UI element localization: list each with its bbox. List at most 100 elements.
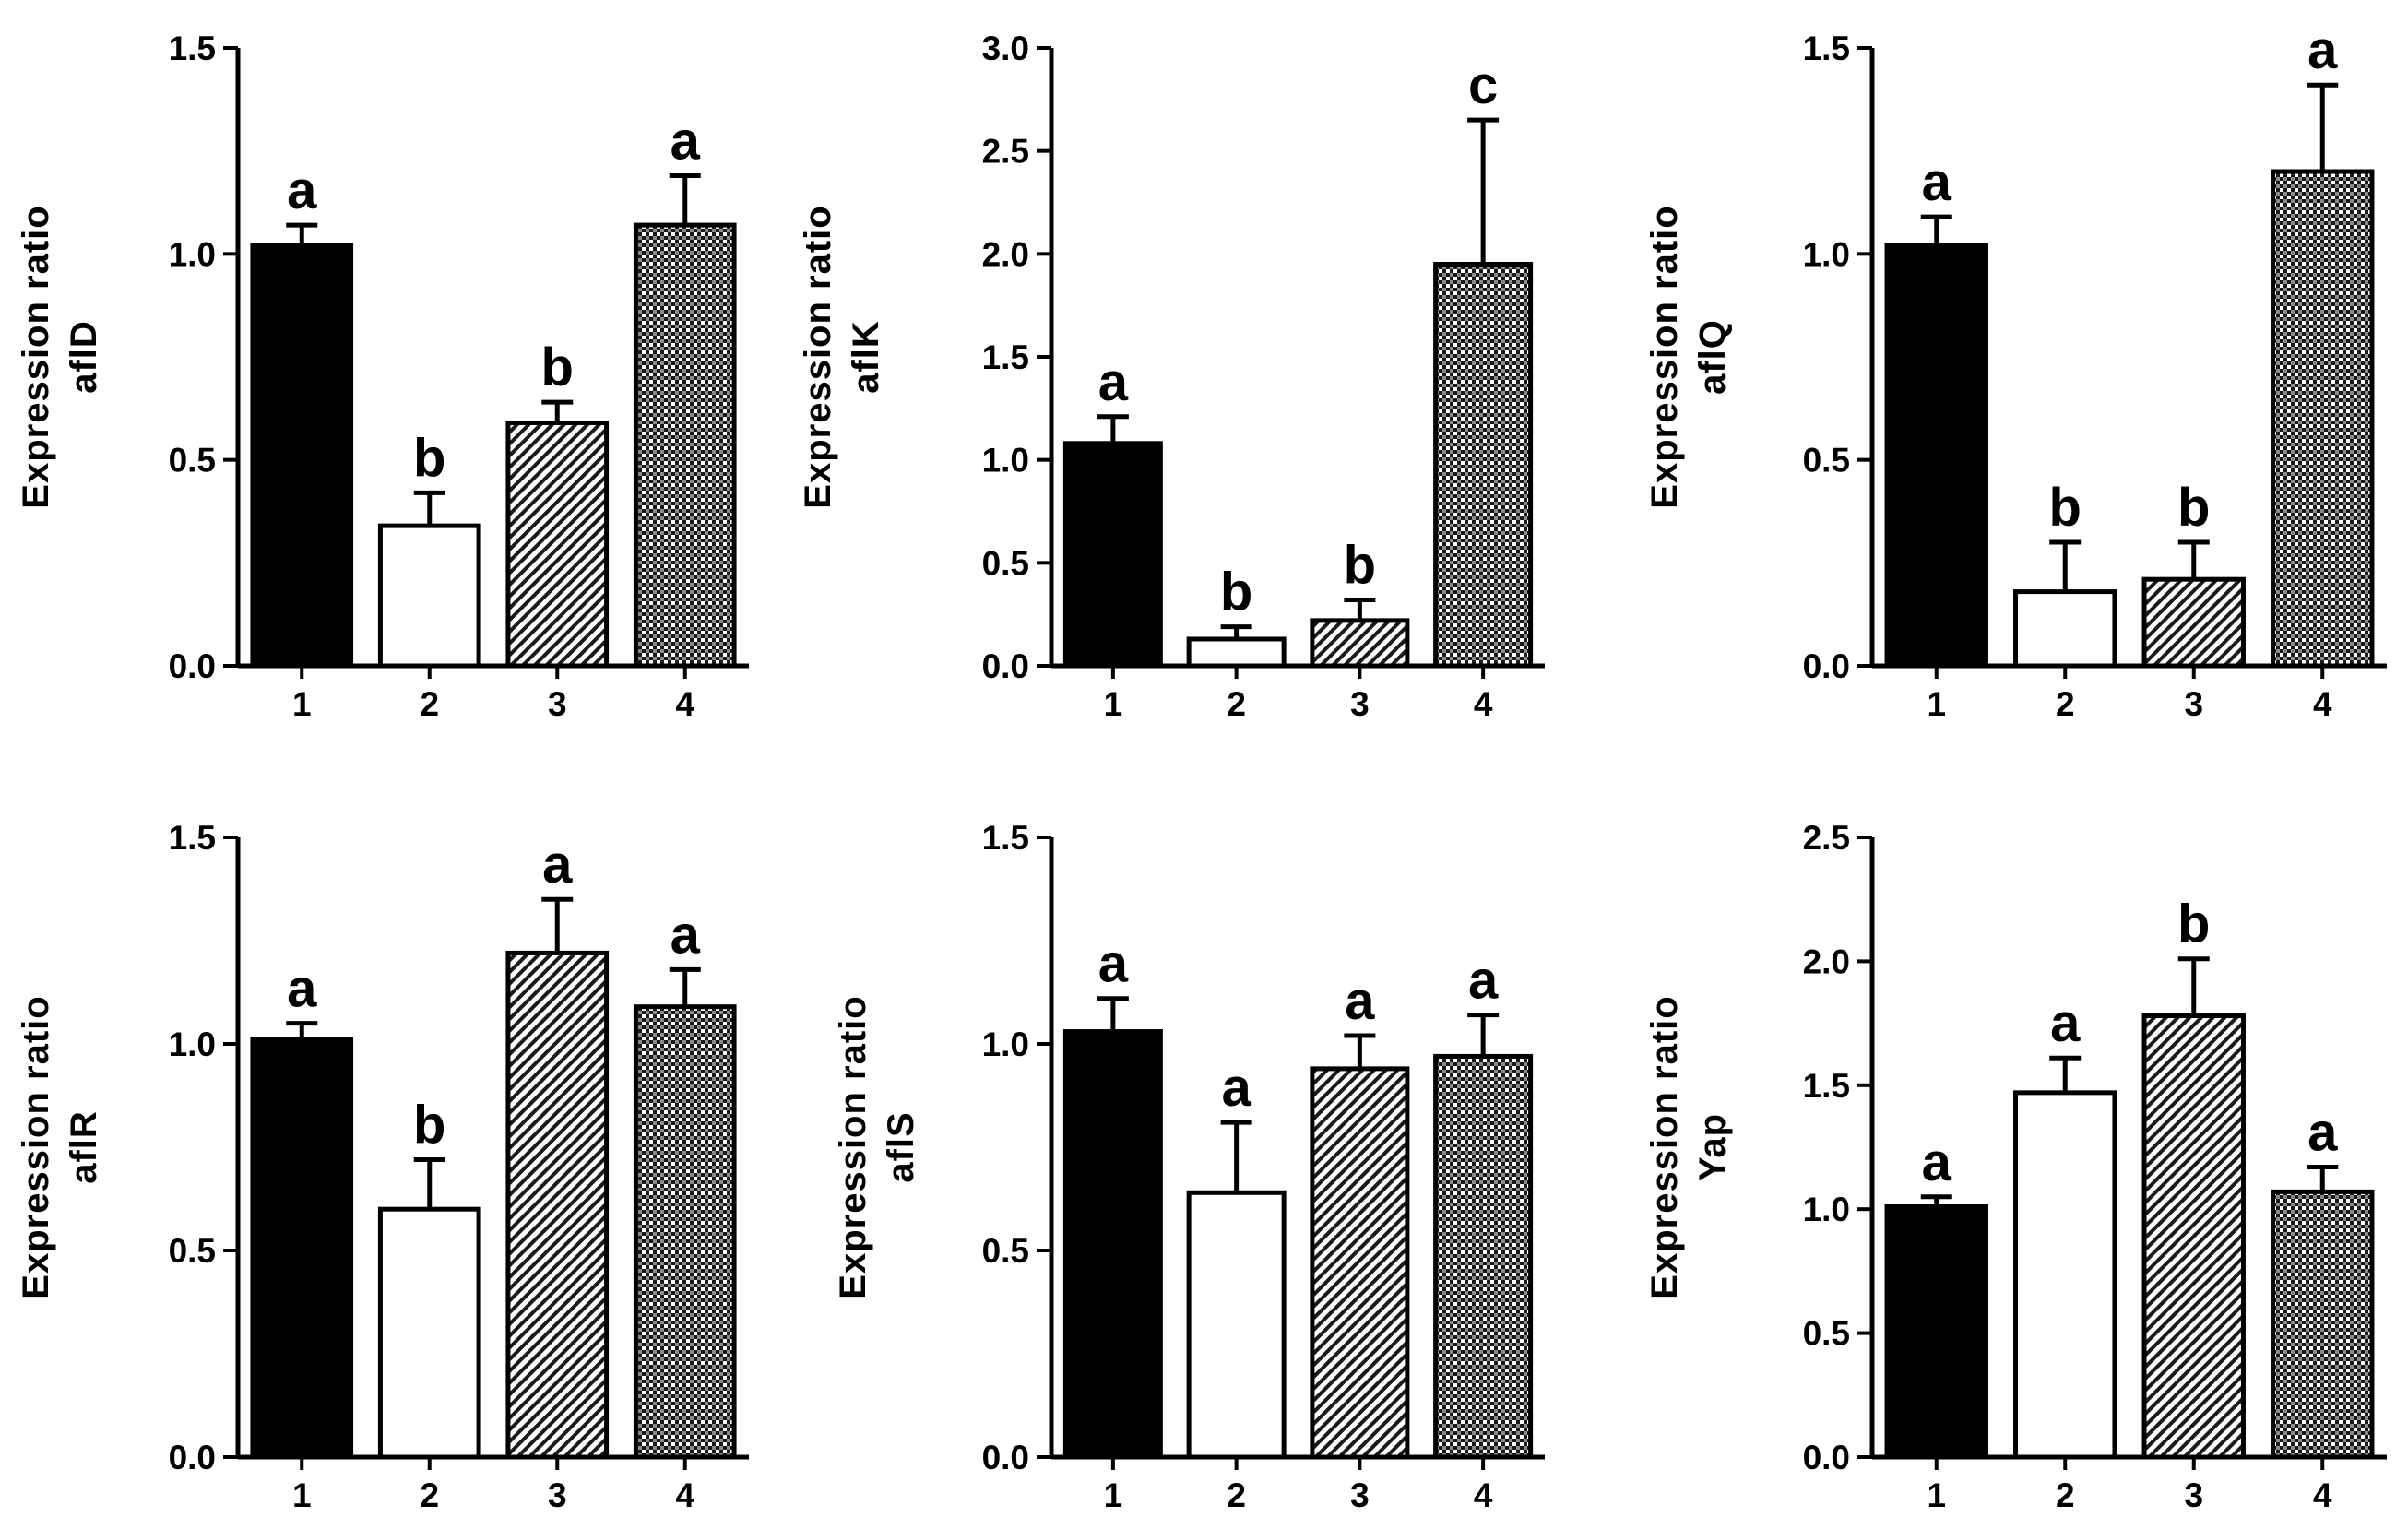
y-axis-label-line2: aflS (881, 1111, 921, 1182)
x-tick-label: 4 (675, 685, 694, 723)
y-tick-label: 1.0 (169, 235, 216, 273)
y-tick-label: 0.0 (982, 1439, 1029, 1476)
x-tick-label: 2 (420, 1476, 439, 1514)
x-tick-label: 2 (2056, 1476, 2075, 1514)
bar-2 (377, 1206, 481, 1460)
chart-panel-yap: Expression ratio Yap 0.0 0.5 1.0 1.5 2.0 2.5 1… (1644, 819, 2387, 1514)
x-tick-label: 4 (675, 1476, 694, 1514)
significance-label: a (1098, 934, 1129, 994)
x-tick-label: 1 (1104, 1476, 1123, 1514)
chart-panel-aflq: Expression ratio aflQ 0.0 0.5 1.0 1.5 1 a 2 b 3 b… (1644, 20, 2387, 723)
y-tick-label: 2.0 (982, 235, 1029, 273)
x-tick-label: 3 (2184, 685, 2203, 723)
y-axis-label-line1: Expression ratio (16, 995, 56, 1298)
significance-label: a (1468, 951, 1499, 1011)
x-tick-label: 4 (2313, 1476, 2332, 1514)
y-tick-label: 1.5 (982, 338, 1029, 376)
y-tick-label: 0.0 (982, 647, 1029, 685)
y-tick-label: 0.0 (169, 1439, 216, 1476)
significance-label: b (541, 338, 574, 397)
x-tick-label: 3 (2184, 1476, 2203, 1514)
significance-label: a (2307, 20, 2338, 80)
y-tick-label: 0.5 (1803, 1315, 1850, 1353)
y-tick-label: 0.5 (169, 442, 216, 480)
y-tick-label: 1.0 (1803, 235, 1850, 273)
bar-1 (1062, 1029, 1163, 1460)
significance-label: b (1344, 536, 1376, 596)
bar-4 (1433, 1053, 1534, 1460)
significance-label: b (413, 1095, 445, 1155)
y-axis-label-line2: aflK (846, 320, 886, 394)
y-tick-label: 0.5 (982, 1232, 1029, 1270)
significance-label: b (2177, 895, 2210, 954)
y-tick-label: 0.5 (982, 544, 1029, 582)
significance-label: a (1922, 152, 1952, 212)
bar-4 (633, 1004, 737, 1460)
y-tick-label: 0.0 (1803, 647, 1850, 685)
y-tick-label: 1.5 (169, 30, 216, 67)
x-tick-label: 3 (548, 1476, 567, 1514)
y-tick-label: 0.0 (1803, 1439, 1850, 1476)
chart-panel-afls: Expression ratio aflS 0.0 0.5 1.0 1.5 1 a 2 a 3 a… (833, 819, 1545, 1514)
bar-2 (1186, 636, 1287, 669)
bar-3 (1310, 1066, 1410, 1460)
y-axis-label-line1: Expression ratio (1644, 995, 1685, 1298)
significance-label: a (1922, 1132, 1952, 1192)
y-tick-label: 1.0 (1803, 1191, 1850, 1228)
bar-1 (1884, 1204, 1988, 1460)
y-tick-label: 0.5 (169, 1232, 216, 1270)
bar-3 (505, 950, 610, 1460)
significance-label: a (2307, 1103, 2338, 1163)
bar-3 (2141, 1013, 2246, 1460)
x-tick-label: 2 (2056, 685, 2075, 723)
bar-1 (250, 1037, 354, 1460)
chart-panel-aflr: Expression ratio aflR 0.0 0.5 1.0 1.5 1 a 2 b 3 a… (16, 819, 749, 1514)
y-tick-label: 0.0 (169, 647, 216, 685)
significance-label: c (1468, 55, 1498, 115)
bar-1 (250, 243, 354, 669)
x-tick-label: 1 (1927, 1476, 1946, 1514)
x-tick-label: 3 (1350, 1476, 1370, 1514)
y-tick-label: 2.0 (1803, 942, 1850, 980)
y-tick-label: 3.0 (982, 30, 1029, 67)
significance-label: a (1221, 1058, 1251, 1118)
bar-3 (505, 420, 610, 669)
x-tick-label: 1 (1927, 685, 1946, 723)
significance-label: a (2050, 993, 2081, 1053)
bar-1 (1884, 243, 1988, 669)
bar-1 (1062, 441, 1163, 669)
y-tick-label: 1.0 (169, 1025, 216, 1063)
y-tick-label: 0.5 (1803, 442, 1850, 480)
significance-label: a (287, 959, 317, 1019)
bar-2 (377, 523, 481, 669)
bar-3 (2141, 576, 2246, 669)
bar-4 (2271, 1189, 2375, 1460)
x-tick-label: 4 (2313, 685, 2332, 723)
x-tick-label: 1 (1104, 685, 1123, 723)
y-tick-label: 1.5 (169, 819, 216, 857)
y-axis-label-line2: Yap (1692, 1113, 1733, 1181)
significance-label: b (2177, 478, 2210, 538)
y-tick-label: 2.5 (982, 133, 1029, 171)
y-axis-label-line2: aflQ (1692, 319, 1733, 395)
significance-label: a (287, 160, 317, 220)
significance-label: a (670, 111, 701, 171)
x-tick-label: 1 (292, 685, 312, 723)
x-tick-label: 3 (548, 685, 567, 723)
bar-4 (1433, 262, 1534, 669)
y-tick-label: 1.0 (982, 1025, 1029, 1063)
bar-2 (1186, 1190, 1287, 1460)
y-tick-label: 1.5 (982, 819, 1029, 857)
y-tick-label: 1.5 (1803, 30, 1850, 67)
x-tick-label: 2 (1227, 1476, 1246, 1514)
significance-label: a (1098, 352, 1129, 412)
x-tick-label: 4 (1474, 685, 1493, 723)
bar-2 (2013, 589, 2117, 669)
y-axis-label-line2: aflD (64, 320, 104, 394)
x-tick-label: 2 (420, 685, 439, 723)
x-tick-label: 4 (1474, 1476, 1493, 1514)
x-tick-label: 2 (1227, 685, 1246, 723)
y-axis-label-line1: Expression ratio (798, 205, 838, 508)
bar-4 (633, 222, 737, 669)
